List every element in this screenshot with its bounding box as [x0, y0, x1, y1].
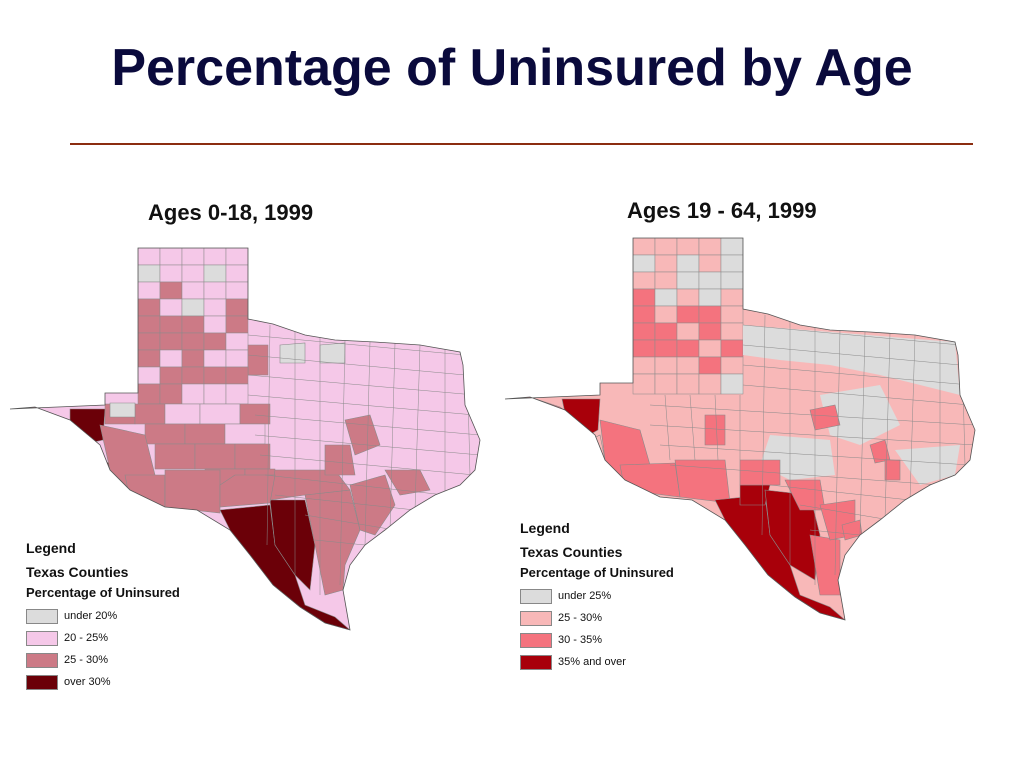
map-title-ages-0-18: Ages 0-18, 1999 [148, 200, 314, 225]
legend-item: 30 - 35% [520, 629, 674, 651]
legend-swatch [26, 674, 58, 690]
title-divider [70, 143, 973, 145]
legend-item: 35% and over [520, 651, 674, 673]
legend-label: under 25% [558, 590, 612, 602]
texas-map-ages-0-18 [9, 247, 481, 631]
legend-layer: Texas Counties [26, 564, 129, 580]
legend-field: Percentage of Uninsured [26, 585, 180, 600]
texas-map-ages-19-64 [504, 237, 976, 621]
legend-heading: Legend [520, 520, 570, 536]
legend-heading: Legend [26, 540, 76, 556]
legend-item: 20 - 25% [26, 627, 180, 649]
legend-item: 25 - 30% [26, 649, 180, 671]
legend-swatch [520, 610, 552, 626]
legend-label: 25 - 30% [558, 612, 603, 624]
legend-item: under 25% [520, 585, 674, 607]
legend-item: 25 - 30% [520, 607, 674, 629]
map-title-ages-19-64: Ages 19 - 64, 1999 [627, 198, 817, 223]
legend-ages-19-64: Legend Texas Counties Percentage of Unin… [520, 520, 674, 673]
legend-ages-0-18: Legend Texas Counties Percentage of Unin… [26, 540, 180, 693]
legend-label: 30 - 35% [558, 634, 603, 646]
legend-label: 35% and over [558, 656, 626, 668]
legend-item: over 30% [26, 671, 180, 693]
legend-swatch [520, 632, 552, 648]
legend-swatch [520, 654, 552, 670]
legend-swatch [26, 652, 58, 668]
legend-label: over 30% [64, 676, 111, 688]
legend-label: under 20% [64, 610, 118, 622]
legend-label: 25 - 30% [64, 654, 109, 666]
legend-swatch [520, 588, 552, 604]
legend-swatch [26, 630, 58, 646]
page-title: Percentage of Uninsured by Age [111, 39, 913, 97]
legend-item: under 20% [26, 605, 180, 627]
legend-label: 20 - 25% [64, 632, 109, 644]
legend-field: Percentage of Uninsured [520, 565, 674, 580]
legend-swatch [26, 608, 58, 624]
legend-layer: Texas Counties [520, 544, 623, 560]
